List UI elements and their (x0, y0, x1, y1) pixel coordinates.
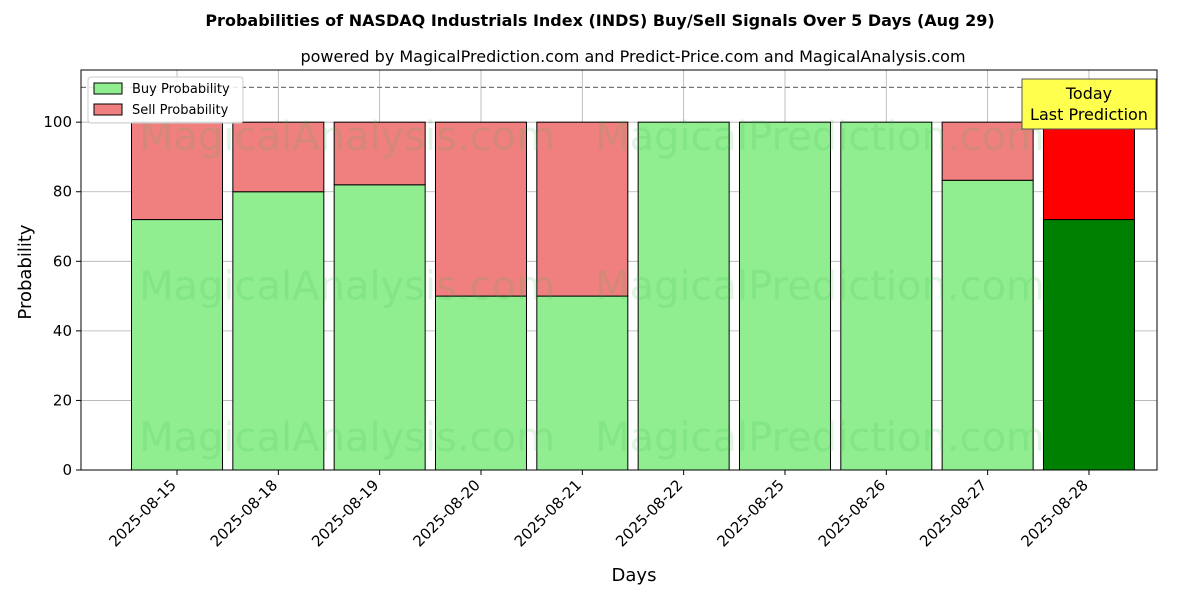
legend-swatch-buy (93, 82, 123, 95)
x-tick-label: 2025-08-20 (409, 476, 483, 550)
bar-sell-2025-08-20 (434, 121, 527, 297)
x-tick-label: 2025-08-26 (815, 476, 889, 550)
y-tick-label: 100 (43, 113, 72, 131)
annotation-box (1021, 78, 1157, 130)
bars (131, 121, 1135, 471)
x-tick-label: 2025-08-18 (207, 476, 281, 550)
x-axis-label: Days (612, 565, 657, 586)
watermark-text: MagicalPrediction.com (595, 415, 1045, 461)
today-annotation: Today Last Prediction (1021, 78, 1157, 130)
bar-buy-2025-08-25 (738, 121, 831, 471)
bar-sell-2025-08-18 (232, 121, 325, 193)
x-tick-label: 2025-08-22 (612, 476, 686, 550)
x-tick-label: 2025-08-21 (511, 476, 585, 550)
bar-buy-2025-08-27 (941, 179, 1034, 471)
annotation-line1: Today (1065, 84, 1112, 103)
watermark-text: MagicalPrediction.com (595, 264, 1045, 310)
y-tick-label: 60 (53, 252, 72, 270)
bar-buy-2025-08-15 (131, 219, 223, 471)
y-ticks: 0 20 40 60 80 100 (43, 113, 81, 479)
bar-sell-2025-08-28 (1042, 121, 1135, 221)
annotation-line2: Last Prediction (1030, 105, 1148, 124)
legend-box (87, 76, 244, 124)
watermark-text: MagicalAnalysis.com (139, 415, 555, 461)
bar-buy-2025-08-19 (333, 184, 426, 471)
x-tick-label: 2025-08-25 (713, 476, 787, 550)
chart-title: Probabilities of NASDAQ Industrials Inde… (205, 11, 994, 30)
bar-buy-2025-08-22 (637, 121, 730, 471)
y-tick-label: 40 (53, 322, 72, 340)
x-tick-label: 2025-08-15 (105, 476, 179, 550)
legend-swatch-sell (93, 103, 123, 116)
x-tick-label: 2025-08-27 (916, 476, 990, 550)
y-tick-label: 80 (53, 183, 72, 201)
legend-label-sell: Sell Probability (132, 103, 229, 118)
chart-subtitle: powered by MagicalPrediction.com and Pre… (300, 47, 965, 66)
x-tick-label: 2025-08-19 (308, 476, 382, 550)
bar-sell-2025-08-19 (333, 121, 426, 186)
bar-buy-2025-08-26 (840, 121, 933, 471)
bar-sell-2025-08-21 (536, 121, 629, 297)
bar-sell-2025-08-15 (131, 121, 223, 221)
y-axis-label: Probability (15, 224, 36, 319)
x-ticks: 2025-08-15 2025-08-18 2025-08-19 2025-08-20… (105, 470, 1092, 550)
plot-frame (80, 69, 1158, 471)
watermark-text: MagicalPrediction.com (595, 114, 1045, 160)
legend: Buy Probability Sell Probability (87, 76, 244, 124)
bar-sell-2025-08-27 (941, 121, 1034, 181)
y-tick-label: 20 (53, 391, 72, 409)
legend-label-buy: Buy Probability (132, 82, 230, 97)
watermark-text: MagicalAnalysis.com (139, 264, 555, 310)
bar-buy-2025-08-28 (1042, 219, 1135, 471)
bar-buy-2025-08-20 (434, 295, 527, 471)
watermarks: MagicalAnalysis.com MagicalPrediction.com… (139, 114, 1045, 461)
x-tick-label: 2025-08-28 (1017, 476, 1091, 550)
y-tick-label: 0 (62, 461, 72, 479)
bar-buy-2025-08-21 (536, 295, 629, 471)
